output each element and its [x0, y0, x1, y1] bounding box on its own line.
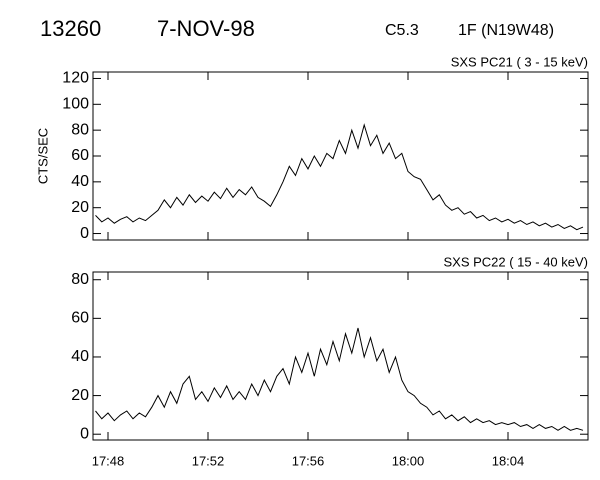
- date: 7-NOV-98: [157, 16, 255, 41]
- y-tick-label: 80: [71, 271, 89, 288]
- y-tick-label: 120: [62, 70, 89, 87]
- flare-class: C5.3: [385, 22, 419, 39]
- x-tick-label: 18:04: [492, 453, 525, 468]
- y-tick-label: 40: [71, 348, 89, 365]
- y-tick-label: 20: [71, 199, 89, 216]
- data-line: [95, 327, 584, 431]
- panel-title: SXS PC22 ( 15 - 40 keV): [443, 254, 588, 269]
- y-tick-label: 40: [71, 173, 89, 190]
- y-tick-label: 100: [62, 96, 89, 113]
- y-axis-label: CTS/SEC: [35, 128, 50, 184]
- y-tick-label: 20: [71, 387, 89, 404]
- panel-title: SXS PC21 ( 3 - 15 keV): [451, 54, 588, 69]
- x-tick-label: 18:00: [392, 453, 425, 468]
- y-tick-label: 60: [71, 310, 89, 327]
- data-line: [95, 123, 584, 231]
- y-tick-label: 80: [71, 121, 89, 138]
- plot-frame: [92, 71, 589, 241]
- plot-frame: [92, 271, 589, 441]
- x-tick-label: 17:48: [92, 453, 125, 468]
- x-tick-label: 17:52: [192, 453, 225, 468]
- y-tick-label: 60: [71, 147, 89, 164]
- flare-location: 1F (N19W48): [458, 22, 554, 39]
- event-id: 13260: [40, 16, 101, 41]
- x-tick-label: 17:56: [292, 453, 325, 468]
- y-tick-label: 0: [80, 425, 89, 442]
- y-tick-label: 0: [80, 225, 89, 242]
